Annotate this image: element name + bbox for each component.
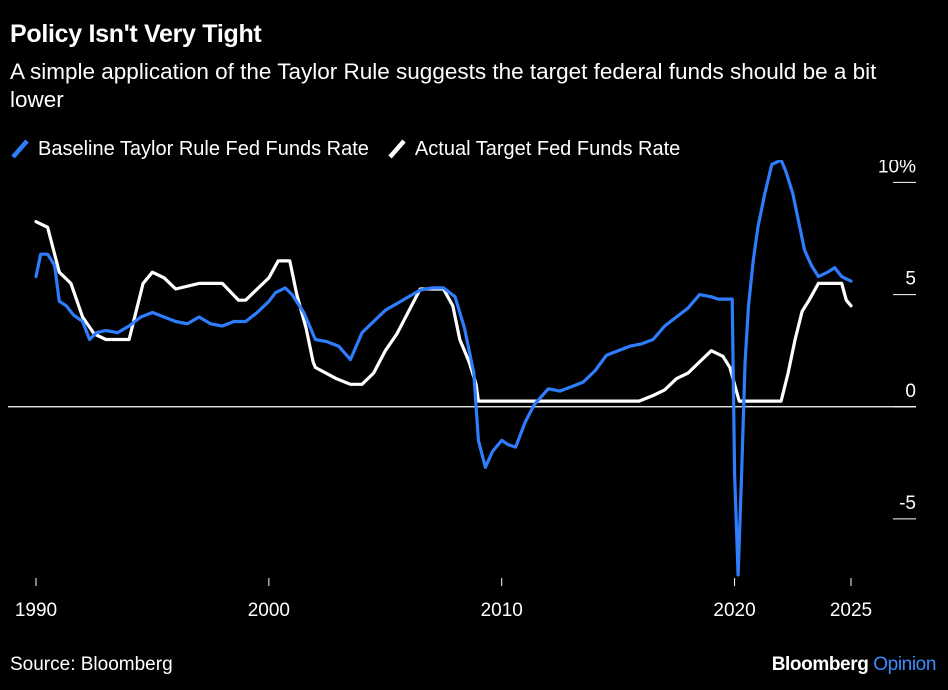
brand-logo: Bloomberg Opinion bbox=[771, 654, 937, 676]
x-tick-label: 2025 bbox=[830, 600, 872, 621]
x-tick-label: 2000 bbox=[248, 600, 290, 621]
source-note: Source: Bloomberg bbox=[10, 654, 173, 675]
legend: Baseline Taylor Rule Fed Funds Rate Actu… bbox=[10, 137, 698, 161]
x-tick-label: 2020 bbox=[713, 600, 755, 621]
brand-sub: Opinion bbox=[873, 654, 936, 675]
line-chart: 10% 5 0 -5 1990 2000 2010 2020 2025 bbox=[8, 160, 916, 621]
legend-item-actual-rate: Actual Target Fed Funds Rate bbox=[387, 137, 680, 161]
series-line-taylor-rule bbox=[34, 160, 853, 577]
y-tick-label: 10% bbox=[878, 160, 916, 177]
brand-main: Bloomberg bbox=[771, 654, 869, 675]
legend-item-taylor-rule: Baseline Taylor Rule Fed Funds Rate bbox=[10, 137, 369, 161]
legend-swatch-actual-rate bbox=[388, 139, 406, 159]
y-tick-label: 5 bbox=[905, 269, 916, 290]
x-tick-label: 2010 bbox=[481, 600, 523, 621]
y-tick-label: 0 bbox=[905, 381, 916, 402]
x-tick-label: 1990 bbox=[15, 600, 57, 621]
legend-swatch-taylor-rule bbox=[11, 139, 29, 159]
y-tick-label: -5 bbox=[899, 493, 916, 514]
chart-title: Policy Isn't Very Tight bbox=[10, 20, 262, 48]
legend-label-taylor-rule: Baseline Taylor Rule Fed Funds Rate bbox=[38, 137, 369, 160]
chart-subtitle: A simple application of the Taylor Rule … bbox=[10, 59, 877, 112]
legend-label-actual-rate: Actual Target Fed Funds Rate bbox=[414, 137, 681, 160]
series-line-actual-rate bbox=[34, 220, 853, 403]
